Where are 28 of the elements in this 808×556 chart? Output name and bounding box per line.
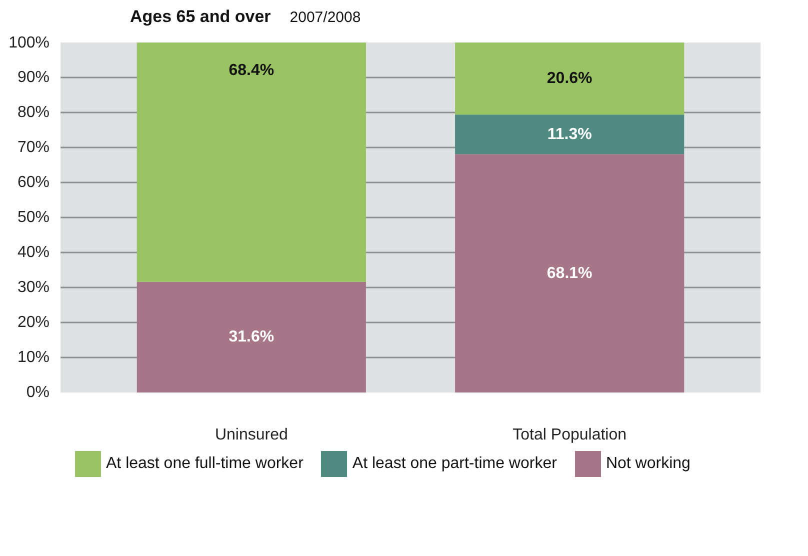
y-tick-label: 100% xyxy=(8,34,50,52)
x-tick-label: Total Population xyxy=(512,426,627,444)
legend-label: Not working xyxy=(606,454,690,474)
bar xyxy=(136,282,366,393)
legend-label: At least one part-time worker xyxy=(352,454,557,474)
bar xyxy=(455,42,684,115)
y-tick-label: 20% xyxy=(17,314,50,332)
y-tick-label: 0% xyxy=(26,384,50,402)
y-tick-label: 60% xyxy=(17,174,50,192)
y-tick-label: 10% xyxy=(17,349,50,366)
bar xyxy=(136,42,366,282)
data-label: 20.6% xyxy=(546,70,592,88)
bar xyxy=(455,114,684,154)
y-tick-label: 80% xyxy=(17,104,50,122)
y-tick-label: 50% xyxy=(17,209,50,226)
chart-title: Ages 65 and over xyxy=(130,6,271,28)
data-label: 68.4% xyxy=(228,62,274,80)
data-label: 11.3% xyxy=(547,126,592,144)
chart-subtitle: 2007/2008 xyxy=(290,8,361,28)
data-label: 68.1% xyxy=(546,265,592,282)
x-tick-label: Uninsured xyxy=(214,426,288,444)
y-tick-label: 70% xyxy=(17,139,50,156)
y-tick-label: 40% xyxy=(17,244,50,262)
bar xyxy=(455,154,684,393)
data-label: 31.6% xyxy=(228,328,274,346)
legend-label: At least one full-time worker xyxy=(106,454,304,474)
y-tick-label: 30% xyxy=(17,279,50,296)
y-tick-label: 90% xyxy=(17,69,50,86)
